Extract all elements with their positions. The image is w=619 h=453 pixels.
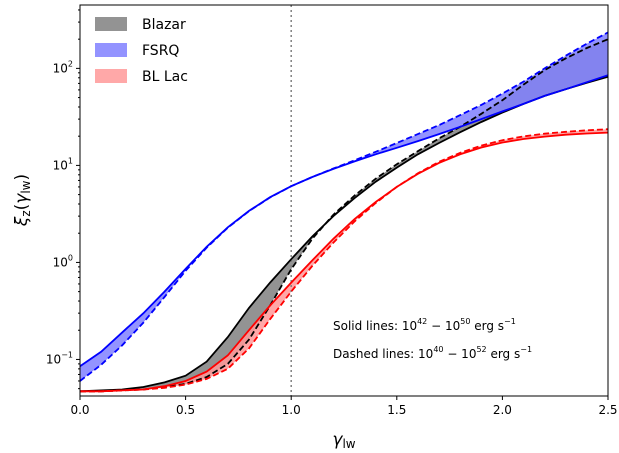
fsrq-band (80, 32, 608, 382)
blazar-legend-label: Blazar (142, 17, 186, 33)
y-tick-label: 101 (53, 156, 73, 172)
fsrq-legend-label: FSRQ (142, 43, 179, 59)
x-tick-label: 2.5 (598, 403, 617, 417)
y-tick-label: 100 (53, 253, 73, 269)
annotation-dashed: Dashed lines: 1040 − 1052 erg s−1 (333, 345, 532, 361)
blazar-dashed-line (80, 38, 609, 393)
x-axis: 0.0 0.5 1.0 1.5 2.0 2.5 (70, 396, 618, 417)
bl-lac-legend-label: BL Lac (142, 69, 188, 85)
fsrq-dashed-line (79, 31, 609, 382)
x-tick-label: 2.0 (493, 403, 512, 417)
bl-lac-dashed-line (80, 128, 609, 393)
x-axis-label: γlw (332, 430, 355, 451)
blazar-legend-swatch (95, 17, 127, 31)
y-tick-label: 102 (53, 59, 73, 75)
legend: Blazar FSRQ BL Lac (95, 17, 188, 85)
bl-lac-solid-line (80, 131, 609, 393)
fsrq-legend-swatch (95, 43, 127, 57)
series-bands (80, 32, 608, 392)
x-tick-label: 0.5 (176, 403, 195, 417)
x-tick-label: 1.5 (387, 403, 406, 417)
plot-frame (79, 4, 609, 397)
y-tick-label: 10−1 (46, 350, 73, 366)
x-tick-label: 0.0 (70, 403, 89, 417)
y-axis-label: ξz(γlw) (12, 174, 33, 227)
x-tick-label: 1.0 (282, 403, 301, 417)
annotation-solid: Solid lines: 1042 − 1050 erg s−1 (333, 317, 516, 333)
series-lines (79, 31, 609, 393)
y-axis: 10−1 100 101 102 (46, 9, 80, 390)
bl-lac-legend-swatch (95, 69, 127, 83)
